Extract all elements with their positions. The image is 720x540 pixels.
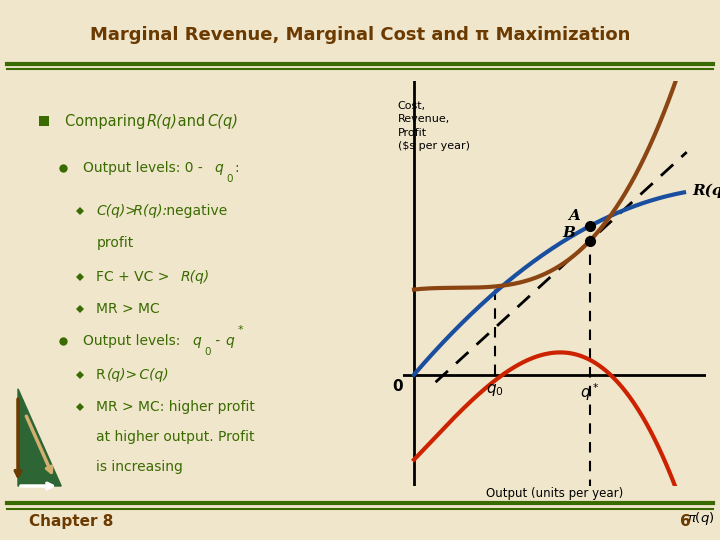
Text: Marginal Revenue, Marginal Cost and π Maximization: Marginal Revenue, Marginal Cost and π Ma… (90, 26, 630, 44)
Text: FC + VC >: FC + VC > (96, 270, 174, 284)
Text: R(q): R(q) (147, 114, 178, 129)
Text: Output (units per year): Output (units per year) (486, 487, 623, 500)
Text: $q_0$: $q_0$ (486, 382, 504, 398)
Text: R(q): R(q) (181, 270, 210, 284)
Text: C(q)>: C(q)> (96, 204, 138, 218)
Text: C(q): C(q) (207, 114, 238, 129)
Text: C(q): C(q) (687, 37, 720, 52)
Text: Cost,
Revenue,
Profit
($s per year): Cost, Revenue, Profit ($s per year) (398, 102, 470, 151)
Text: A: A (568, 209, 580, 223)
Text: q: q (192, 334, 201, 348)
Text: and: and (174, 114, 210, 129)
Text: C(q): C(q) (135, 368, 168, 382)
Text: 6: 6 (680, 514, 691, 529)
Text: Chapter 8: Chapter 8 (29, 514, 113, 529)
Text: Output levels:: Output levels: (84, 334, 185, 348)
Text: R(q):: R(q): (130, 204, 168, 218)
Text: Comparing: Comparing (65, 114, 150, 129)
Text: 0: 0 (392, 379, 403, 394)
Text: MR > MC: MR > MC (96, 302, 161, 316)
Text: q: q (225, 334, 235, 348)
Text: negative: negative (162, 204, 228, 218)
Text: R: R (96, 368, 110, 382)
Text: MR > MC: higher profit: MR > MC: higher profit (96, 400, 256, 414)
Text: 0: 0 (227, 174, 233, 184)
Text: profit: profit (96, 236, 134, 250)
Text: B: B (562, 226, 575, 240)
Text: q: q (215, 161, 223, 176)
Text: *: * (238, 326, 243, 335)
Text: R(q): R(q) (692, 183, 720, 198)
Text: $\pi(q)$: $\pi(q)$ (687, 510, 714, 527)
Text: -: - (211, 334, 225, 348)
Text: Output levels: 0 -: Output levels: 0 - (84, 161, 207, 176)
Text: :: : (234, 161, 239, 176)
Text: at higher output. Profit: at higher output. Profit (96, 430, 255, 444)
Text: 0: 0 (204, 347, 211, 357)
Text: (q)>: (q)> (107, 368, 138, 382)
Text: is increasing: is increasing (96, 460, 184, 474)
Polygon shape (18, 389, 61, 486)
Text: $q^*$: $q^*$ (580, 382, 599, 403)
